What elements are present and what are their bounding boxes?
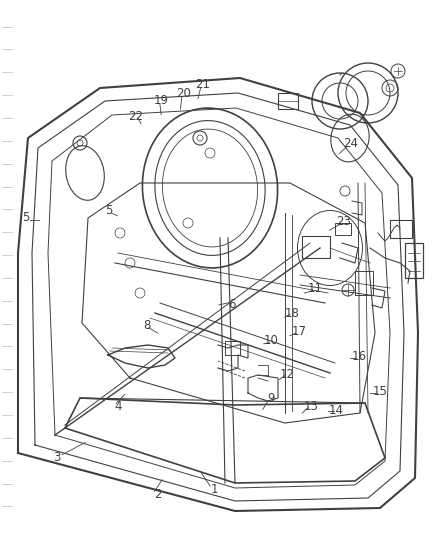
Text: 21: 21: [195, 78, 210, 91]
Bar: [390, 220, 412, 238]
Text: 6: 6: [228, 298, 236, 311]
Text: 2: 2: [154, 488, 162, 501]
Text: 10: 10: [264, 334, 279, 346]
Bar: [278, 93, 298, 109]
Text: 24: 24: [343, 138, 358, 150]
Text: 23: 23: [336, 215, 351, 228]
Text: 15: 15: [373, 385, 388, 398]
Text: 13: 13: [304, 400, 318, 413]
Bar: [335, 223, 351, 235]
Text: 5: 5: [105, 204, 112, 217]
Text: 8: 8: [143, 319, 150, 332]
Text: 4: 4: [114, 400, 122, 413]
Text: 19: 19: [154, 94, 169, 107]
Text: 18: 18: [285, 307, 300, 320]
Text: 9: 9: [267, 392, 275, 405]
Text: 14: 14: [329, 404, 344, 417]
Bar: [355, 271, 373, 295]
Bar: [302, 236, 330, 258]
Text: 12: 12: [279, 368, 294, 381]
Text: 5: 5: [22, 211, 29, 224]
Text: 3: 3: [53, 451, 60, 464]
Text: 1: 1: [211, 483, 219, 496]
Text: 17: 17: [291, 325, 306, 338]
Text: 20: 20: [176, 87, 191, 100]
Text: 22: 22: [128, 110, 143, 123]
Text: 16: 16: [352, 350, 367, 362]
Text: 11: 11: [308, 282, 323, 295]
